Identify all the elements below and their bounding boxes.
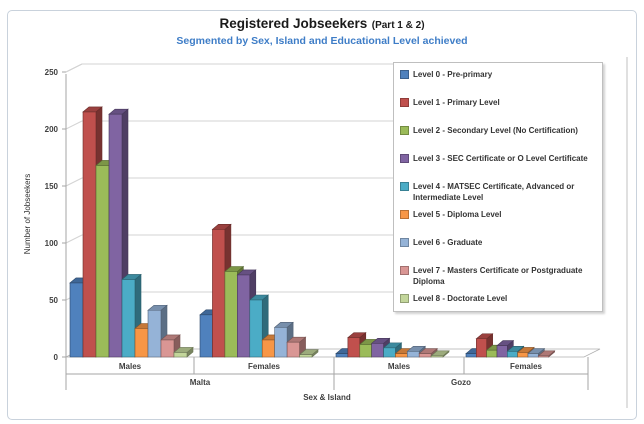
- legend-item: Level 8 - Doctorate Level: [400, 293, 598, 321]
- svg-text:Malta: Malta: [190, 378, 211, 387]
- svg-text:Females: Females: [248, 362, 281, 371]
- svg-text:0: 0: [54, 353, 59, 362]
- legend-item: Level 6 - Graduate: [400, 237, 598, 265]
- legend-swatch-icon: [400, 210, 409, 219]
- legend-label: Level 8 - Doctorate Level: [413, 294, 508, 303]
- chart-legend: Level 0 - Pre-primary Level 1 - Primary L…: [393, 62, 603, 312]
- legend-label: Level 5 - Diploma Level: [413, 210, 502, 219]
- svg-text:100: 100: [45, 239, 59, 248]
- svg-text:Females: Females: [510, 362, 543, 371]
- svg-text:Males: Males: [388, 362, 411, 371]
- legend-swatch-icon: [400, 182, 409, 191]
- legend-swatch-icon: [400, 238, 409, 247]
- legend-item: Level 4 - MATSEC Certificate, Advanced o…: [400, 181, 598, 209]
- legend-label: Level 2 - Secondary Level (No Certificat…: [413, 126, 578, 135]
- legend-label: Level 0 - Pre-primary: [413, 70, 493, 79]
- category-axis: Males Females Males Females Malta Gozo Sex & I…: [65, 357, 589, 402]
- svg-text:Number of Jobseekers: Number of Jobseekers: [23, 174, 32, 254]
- y-axis: 0 50 100 150 200 250 Number of Jobseekers: [23, 68, 67, 390]
- legend-item: Level 7 - Masters Certificate or Postgra…: [400, 265, 598, 293]
- chart-title-part: (Part 1 & 2): [371, 20, 425, 31]
- legend-item: Level 5 - Diploma Level: [400, 209, 598, 237]
- bars: [69, 106, 556, 358]
- svg-text:200: 200: [45, 125, 59, 134]
- svg-text:250: 250: [45, 68, 59, 77]
- chart-outer-border: [7, 10, 637, 420]
- legend-swatch-icon: [400, 70, 409, 79]
- legend-label: Level 4 - MATSEC Certificate, Advanced o…: [413, 182, 575, 202]
- bar: [430, 350, 450, 358]
- svg-text:Gozo: Gozo: [451, 378, 471, 387]
- legend-swatch-icon: [400, 294, 409, 303]
- bar: [298, 349, 319, 358]
- chart-subtitle: Segmented by Sex, Island and Educational…: [176, 35, 468, 47]
- legend-item: Level 3 - SEC Certificate or O Level Cer…: [400, 153, 598, 181]
- svg-text:Males: Males: [119, 362, 142, 371]
- legend-item: Level 1 - Primary Level: [400, 97, 598, 125]
- legend-swatch-icon: [400, 154, 409, 163]
- legend-label: Level 7 - Masters Certificate or Postgra…: [413, 266, 583, 286]
- chart-title-main: Registered Jobseekers: [219, 16, 368, 31]
- bar: [173, 346, 194, 358]
- legend-swatch-icon: [400, 126, 409, 135]
- legend-item: Level 0 - Pre-primary: [400, 69, 598, 97]
- bar: [475, 333, 494, 358]
- legend-label: Level 1 - Primary Level: [413, 98, 500, 107]
- bar: [537, 350, 556, 358]
- legend-swatch-icon: [400, 266, 409, 275]
- svg-text:Sex & Island: Sex & Island: [303, 393, 351, 402]
- chart-title: Registered Jobseekers (Part 1 & 2): [0, 14, 644, 34]
- legend-label: Level 3 - SEC Certificate or O Level Cer…: [413, 154, 588, 163]
- svg-text:50: 50: [49, 296, 58, 305]
- legend-label: Level 6 - Graduate: [413, 238, 483, 247]
- chart-title-block: Registered Jobseekers (Part 1 & 2) Segme…: [0, 14, 644, 48]
- legend-item: Level 2 - Secondary Level (No Certificat…: [400, 125, 598, 153]
- bar: [418, 347, 438, 358]
- legend-swatch-icon: [400, 98, 409, 107]
- svg-text:150: 150: [45, 182, 59, 191]
